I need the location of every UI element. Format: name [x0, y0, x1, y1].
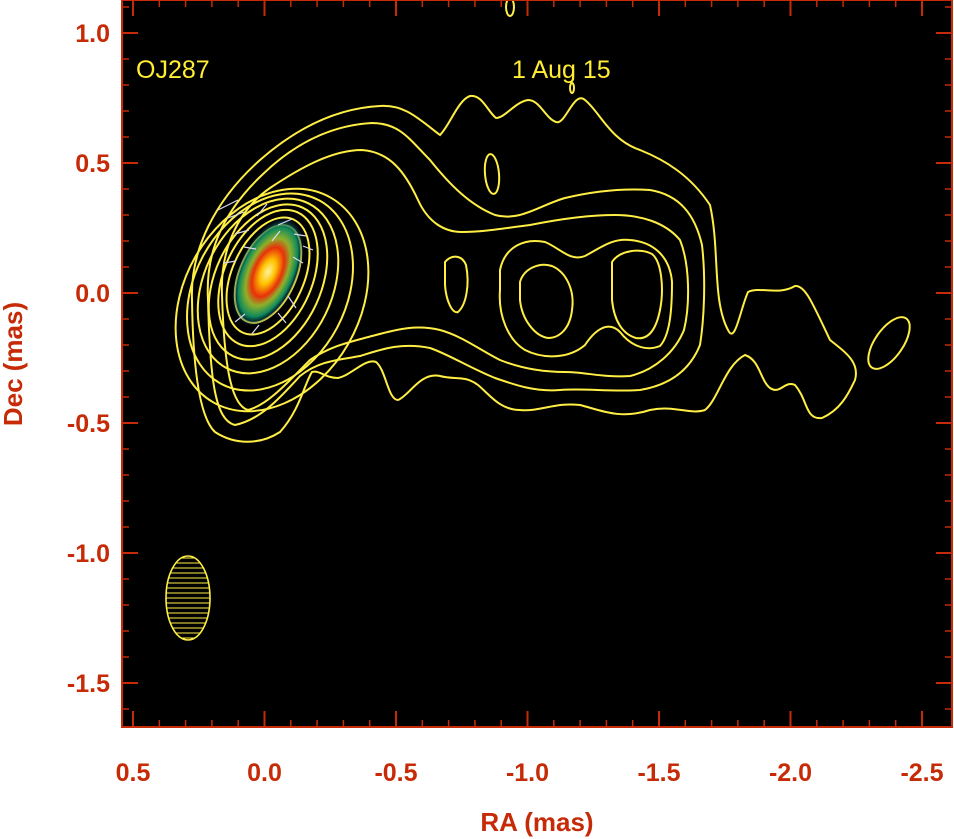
polarization-tick: [277, 312, 287, 324]
polarization-tick: [217, 199, 239, 211]
x-tick-label: -1.5: [637, 759, 680, 787]
source-name: OJ287: [136, 56, 210, 84]
x-tick-label: 0.0: [247, 759, 282, 787]
blob-contour: [505, 0, 515, 17]
polarization-vectors: [217, 199, 314, 336]
polarization-tick: [277, 218, 293, 226]
contour-line: [220, 148, 690, 412]
x-tick-label: -2.5: [900, 759, 943, 787]
blob-contour: [867, 316, 911, 370]
y-tick-label: 0.5: [75, 150, 110, 178]
polarization-tick: [234, 229, 250, 235]
knot-contour: [611, 249, 663, 340]
polarization-tick: [271, 230, 281, 242]
y-tick-label: -1.0: [67, 540, 110, 568]
y-tick-label: -1.5: [67, 670, 110, 698]
x-tick-label: -2.0: [769, 759, 812, 787]
polarization-tick: [243, 246, 257, 250]
polarization-tick: [292, 256, 304, 264]
core-intensity: [231, 217, 305, 327]
polarization-tick: [256, 203, 268, 217]
polarization-tick: [227, 211, 245, 219]
axis-ticks: [122, 0, 952, 727]
polarization-tick: [302, 245, 314, 251]
knot-contour: [498, 238, 674, 358]
contour-line: [206, 121, 706, 427]
knot-contour: [444, 255, 469, 314]
axes-frame: [121, 0, 953, 728]
x-tick-label: -0.5: [374, 759, 417, 787]
contour-line: [190, 94, 857, 443]
core-contour: [196, 197, 340, 375]
plot-area: [122, 0, 952, 727]
core-emission: [231, 217, 305, 327]
x-tick-label: 0.5: [116, 759, 151, 787]
observation-date: 1 Aug 15: [512, 56, 611, 84]
core-contour: [174, 187, 370, 413]
x-tick-label: -1.0: [506, 759, 549, 787]
polarization-tick: [234, 313, 246, 323]
polarization-tick: [250, 324, 260, 336]
polarization-tick: [223, 260, 237, 264]
y-axis-title: Dec (mas): [0, 302, 28, 426]
y-tick-label: 1.0: [75, 20, 110, 48]
knot-contour: [519, 263, 574, 340]
core-contour: [217, 208, 319, 348]
polarization-tick: [293, 233, 307, 237]
tick-labels: 0.5 0.0 -0.5 -1.0 -1.5 -2.0 -2.5 1.0 0.5 0.0 -0.5 -…: [67, 20, 944, 787]
y-tick-label: -0.5: [67, 410, 110, 438]
x-axis-title: RA (mas): [480, 807, 593, 837]
blob-contour: [569, 82, 575, 94]
polarization-tick: [287, 295, 297, 309]
core-contour: [186, 192, 354, 392]
y-tick-label: 0.0: [75, 280, 110, 308]
blob-contour: [483, 153, 501, 195]
core-contour: [207, 203, 329, 361]
